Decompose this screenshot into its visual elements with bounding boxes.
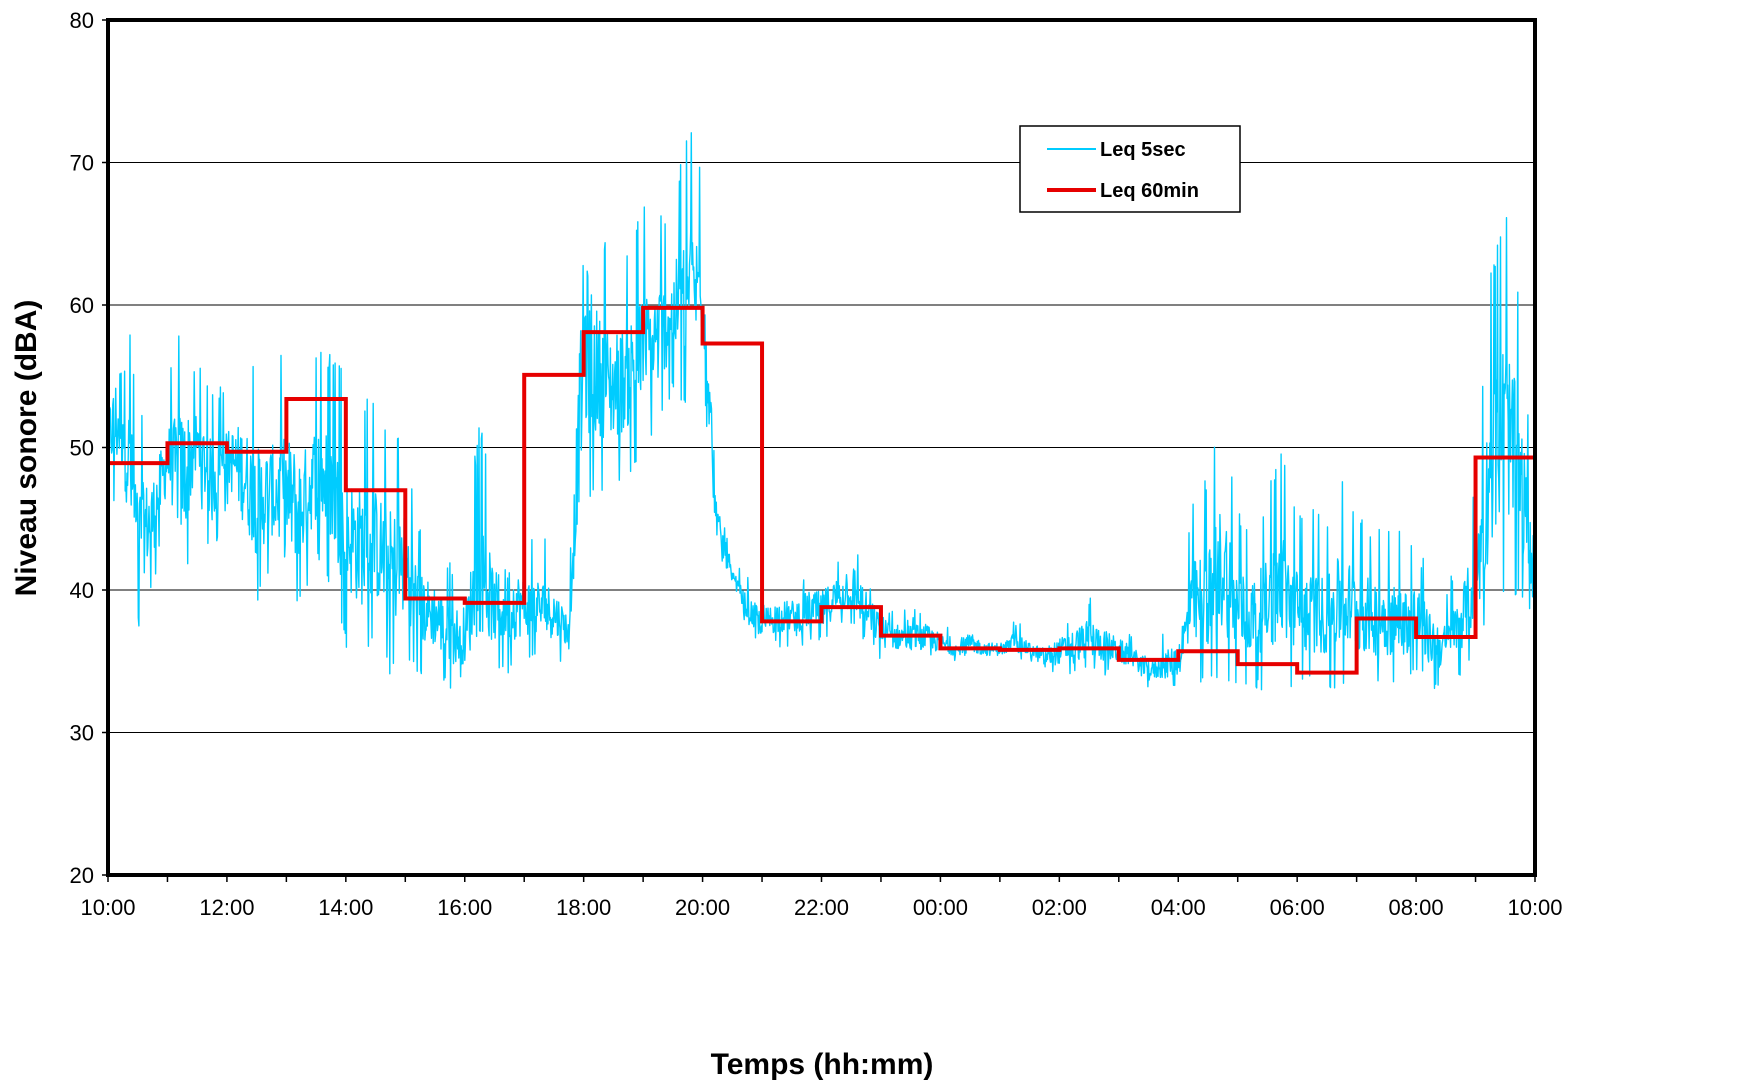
x-tick-label: 20:00 — [675, 895, 730, 920]
leq-60min-step-line — [108, 305, 1535, 675]
x-axis-tick-labels: 10:00 12:00 14:00 16:00 18:00 20:00 22:00 00:00… — [80, 895, 1562, 920]
x-tick-label: 06:00 — [1270, 895, 1325, 920]
x-tick-label: 14:00 — [318, 895, 373, 920]
y-tick-label: 20 — [70, 863, 94, 888]
legend-box — [1019, 125, 1241, 213]
y-tick-label: 80 — [70, 8, 94, 33]
x-tick-label: 10:00 — [80, 895, 135, 920]
x-tick-label: 22:00 — [794, 895, 849, 920]
x-tick-label: 08:00 — [1389, 895, 1444, 920]
y-tick-label: 30 — [70, 721, 94, 746]
x-tick-label: 02:00 — [1032, 895, 1087, 920]
y-tick-label: 50 — [70, 436, 94, 461]
series-leq-60min — [108, 305, 1535, 675]
x-tick-label: 10:00 — [1507, 895, 1562, 920]
x-tick-label: 00:00 — [913, 895, 968, 920]
x-tick-label: 16:00 — [437, 895, 492, 920]
legend-label-leq-60min: Leq 60min — [1100, 180, 1199, 202]
x-axis-title: Temps (hh:mm) — [711, 1048, 934, 1081]
x-tick-label: 12:00 — [199, 895, 254, 920]
y-tick-label: 40 — [70, 578, 94, 603]
legend-label-leq-5sec: Leq 5sec — [1100, 139, 1186, 161]
y-axis-tick-labels: 20 30 40 50 60 70 80 — [70, 8, 94, 888]
y-axis-title: Niveau sonore (dBA) — [10, 300, 43, 597]
legend: Leq 5sec Leq 60min — [1019, 125, 1241, 213]
x-tick-label: 04:00 — [1151, 895, 1206, 920]
x-tick-label: 18:00 — [556, 895, 611, 920]
axis-ticks — [102, 19, 1536, 882]
y-tick-label: 60 — [70, 293, 94, 318]
y-tick-label: 70 — [70, 151, 94, 176]
